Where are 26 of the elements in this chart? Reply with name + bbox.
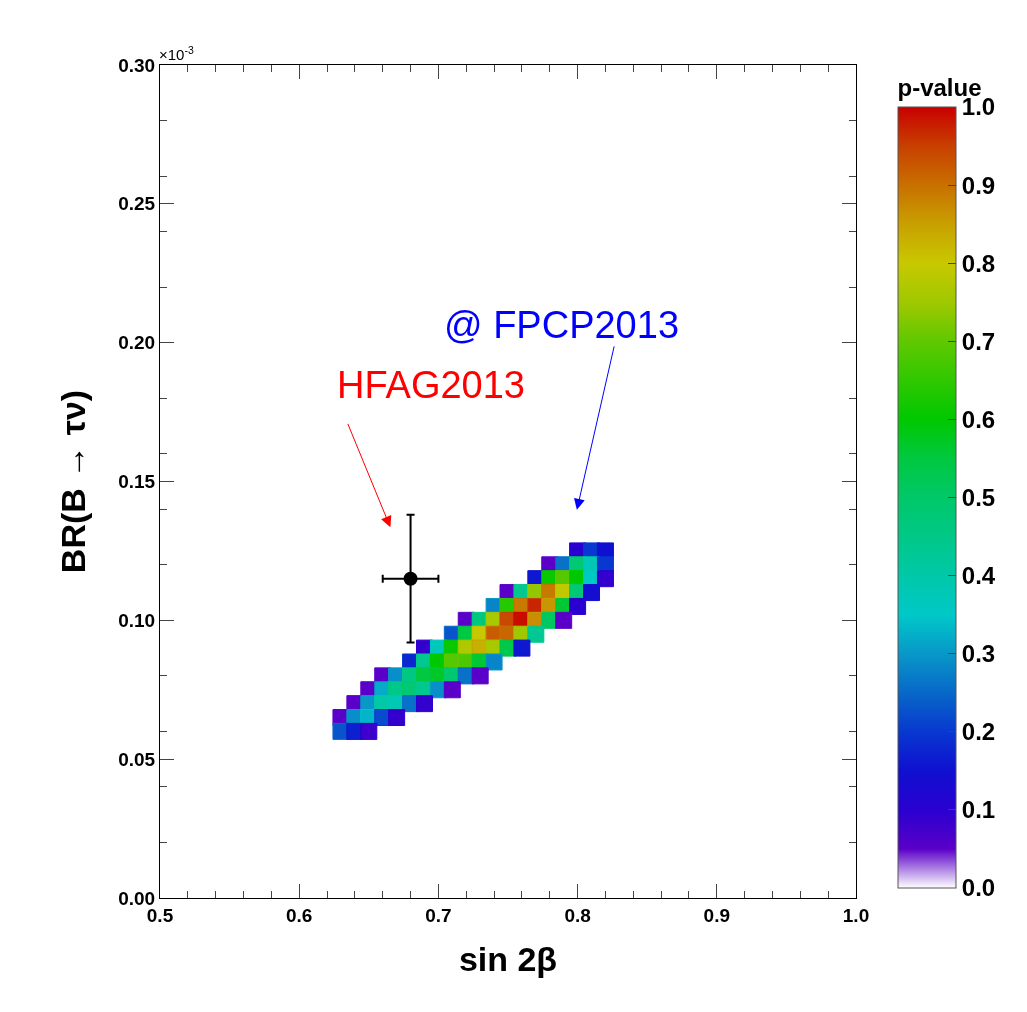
x-tick-label: 1.0 xyxy=(842,904,870,926)
x-tick-label: 0.6 xyxy=(285,904,313,926)
y-tick-label: 0.25 xyxy=(118,193,156,215)
color-bar-label: 0.5 xyxy=(961,483,996,511)
color-bar-label: 0.6 xyxy=(961,405,996,433)
color-bar-label: 0.1 xyxy=(961,796,996,824)
y-tick-label: 0.30 xyxy=(118,54,156,76)
color-bar-label: 0.3 xyxy=(961,640,996,668)
color-bar-label: 0.2 xyxy=(961,718,996,746)
annotation: HFAG2013 xyxy=(337,364,525,406)
x-axis-title: sin 2β xyxy=(458,940,558,979)
color-bar-label: 0.0 xyxy=(961,874,996,902)
y-tick-label: 0.10 xyxy=(118,609,156,631)
color-bar-label: 0.9 xyxy=(961,171,996,199)
color-bar-label: 0.8 xyxy=(961,249,996,277)
y-axis-title: BR(B → τν) xyxy=(53,389,92,574)
x-tick-label: 0.9 xyxy=(703,904,731,926)
x-tick-label: 0.8 xyxy=(564,904,591,926)
y-tick-label: 0.05 xyxy=(118,748,156,770)
color-bar-label: 0.7 xyxy=(961,327,996,355)
y-tick-label: 0.20 xyxy=(118,332,156,354)
y-tick-label: 0.15 xyxy=(118,471,156,493)
annotation: @ FPCP2013 xyxy=(444,304,680,346)
x-tick-label: 0.7 xyxy=(425,904,452,926)
color-bar-label: 0.4 xyxy=(961,562,996,589)
text: ×10$^{-3}$ xyxy=(159,44,194,64)
